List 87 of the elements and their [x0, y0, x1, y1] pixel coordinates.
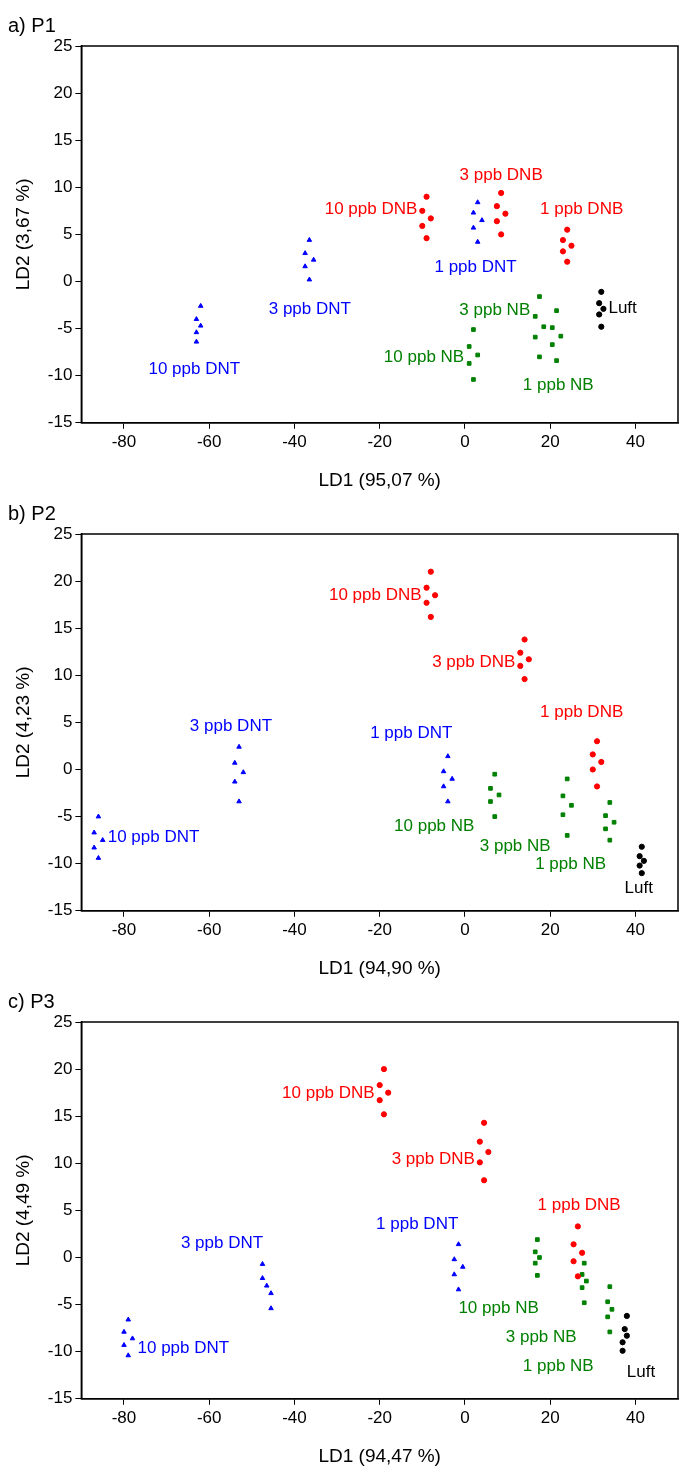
text: Luft	[608, 297, 638, 317]
text: 1 ppb DNB	[540, 702, 624, 722]
x-axis-title: LD1 (94,90 %)	[318, 956, 441, 978]
y-tick-label: -5	[57, 318, 73, 338]
series-label: 1 ppb DNT	[376, 1214, 459, 1234]
y-tick-label: -15	[47, 412, 73, 432]
series-label: 3 ppb NB	[479, 836, 551, 856]
y-axis-title: LD2 (4,49 %)	[11, 1154, 33, 1267]
series-label: 10 ppb DNT	[107, 826, 200, 846]
x-tick-label: 20	[540, 1407, 560, 1427]
y-tick-label: -10	[47, 365, 73, 385]
x-tick-label: -40	[282, 919, 307, 939]
x-tick-label: -80	[111, 919, 137, 939]
x-tick-label: 20	[540, 919, 560, 939]
series-label: 10 ppb DNT	[148, 358, 241, 378]
x-tick-label: -60	[196, 431, 222, 451]
y-tick-label: -15	[47, 900, 73, 920]
x-tick-label: 40	[625, 919, 645, 939]
text: Luft	[626, 1362, 656, 1382]
text: 10 ppb DNB	[282, 1082, 375, 1102]
x-tick-label: -40	[282, 1407, 307, 1427]
x-axis-title: LD1 (95,07 %)	[318, 468, 441, 490]
x-tick-label: -40	[282, 431, 307, 451]
y-tick-label: 20	[53, 570, 73, 590]
y-tick-label: -15	[47, 1388, 73, 1408]
text: 3 ppb DNB	[459, 164, 543, 184]
text: 1 ppb DNB	[537, 1194, 621, 1214]
x-tick-label: 0	[460, 919, 470, 939]
series-label: 10 ppb NB	[383, 347, 465, 367]
y-tick-label: -10	[47, 1341, 73, 1361]
series-label: 1 ppb NB	[535, 853, 607, 873]
y-tick-label: 0	[62, 759, 73, 779]
y-tick-label: 25	[53, 523, 73, 543]
y-tick-label: -5	[57, 806, 73, 826]
series-label: 1 ppb NB	[522, 1355, 594, 1375]
y-tick-label: 25	[53, 35, 73, 55]
x-tick-label: -80	[111, 1407, 137, 1427]
series-label: 10 ppb DNT	[137, 1338, 230, 1358]
series-label: 10 ppb NB	[394, 815, 475, 835]
x-tick-label: 0	[460, 1407, 470, 1427]
x-tick-label: 40	[625, 1407, 645, 1427]
x-tick-label: -20	[367, 431, 392, 451]
y-tick-label: 10	[53, 1152, 73, 1172]
y-tick-label: 5	[62, 712, 73, 732]
y-axis-title: LD2 (3,67 %)	[11, 178, 33, 291]
y-tick-label: 15	[53, 1105, 73, 1125]
series-label: 3 ppb DNT	[189, 715, 273, 735]
x-tick-label: -60	[196, 1407, 222, 1427]
series-label: 3 ppb NB	[459, 300, 531, 320]
series-label: 1 ppb NB	[522, 374, 594, 394]
text: 3 ppb DNB	[391, 1149, 475, 1169]
series-label: 1 ppb DNT	[434, 256, 517, 276]
y-axis-title: LD2 (4,23 %)	[11, 666, 33, 779]
x-tick-label: 20	[540, 431, 560, 451]
text: 1 ppb DNB	[540, 198, 624, 218]
y-tick-label: 25	[53, 1011, 73, 1031]
y-tick-label: 20	[53, 1058, 73, 1078]
text: Luft	[624, 877, 654, 897]
text: 3 ppb DNB	[432, 651, 516, 671]
y-tick-label: 15	[53, 129, 73, 149]
y-tick-label: 15	[53, 617, 73, 637]
x-tick-label: -60	[196, 919, 222, 939]
y-tick-label: 5	[62, 1200, 73, 1220]
y-tick-label: -10	[47, 853, 73, 873]
x-tick-label: -20	[367, 919, 392, 939]
chart-title: a) P1	[8, 13, 56, 36]
x-tick-label: 40	[625, 431, 645, 451]
series-label: 10 ppb NB	[458, 1298, 539, 1318]
series-label: 1 ppb DNT	[370, 723, 453, 743]
y-tick-label: 0	[62, 1247, 73, 1267]
x-tick-label: 0	[460, 431, 470, 451]
x-tick-label: -20	[367, 1407, 392, 1427]
series-label: 3 ppb DNT	[268, 298, 351, 318]
x-axis-title: LD1 (94,47 %)	[318, 1444, 441, 1466]
x-tick-label: -80	[111, 431, 137, 451]
text: 10 ppb DNB	[324, 199, 418, 219]
y-tick-label: 5	[62, 224, 73, 244]
y-tick-label: 10	[53, 664, 73, 684]
chart-title: c) P3	[8, 989, 55, 1012]
text: 10 ppb DNB	[328, 585, 422, 605]
y-tick-label: 0	[62, 271, 73, 291]
series-label: 3 ppb NB	[505, 1327, 577, 1347]
y-tick-label: 10	[53, 176, 73, 196]
series-label: 3 ppb DNT	[180, 1233, 264, 1253]
y-tick-label: -5	[57, 1294, 73, 1314]
chart-title: b) P2	[8, 501, 56, 524]
y-tick-label: 20	[53, 82, 73, 102]
